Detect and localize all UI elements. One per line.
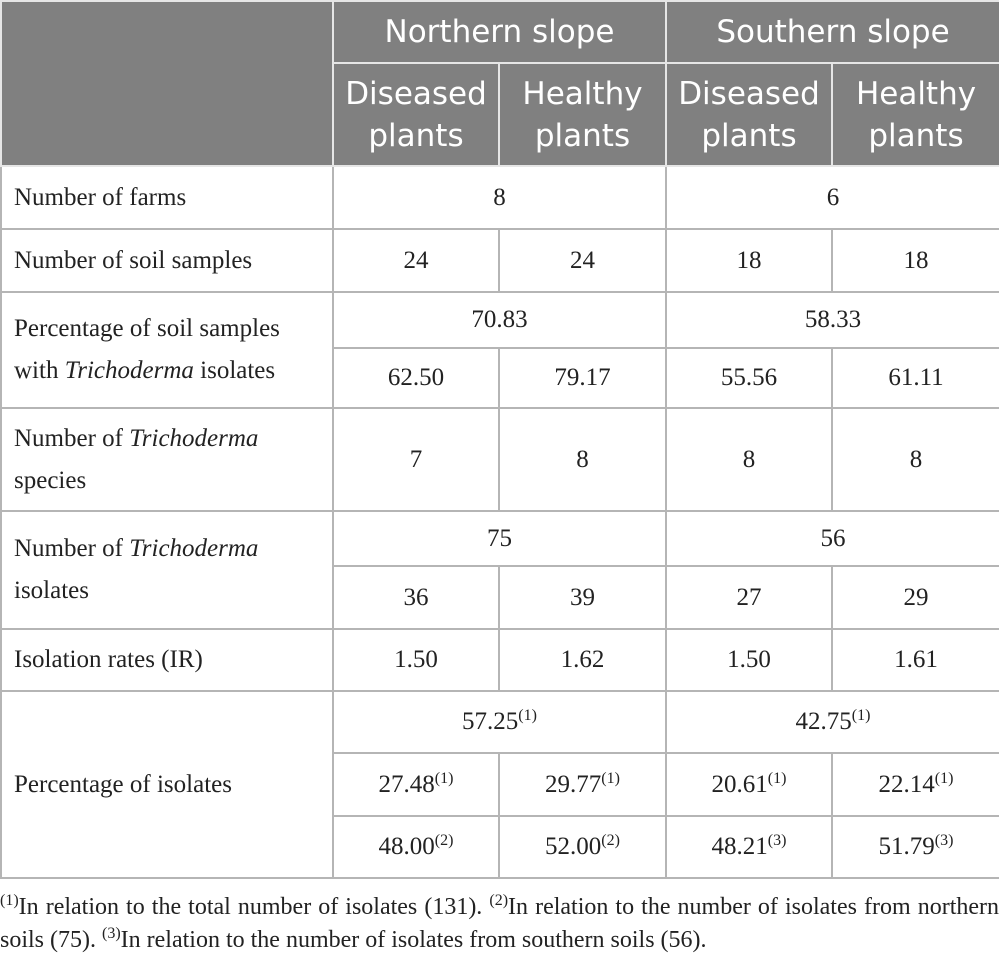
footnote-mark: (2)	[489, 892, 509, 909]
cell: 48.21(3)	[665, 815, 833, 879]
label-text: Percentage of soil samples with	[14, 315, 280, 384]
note-mark: (2)	[434, 832, 454, 849]
cell-value: 57.25	[462, 708, 519, 735]
cell-value: 27.48	[378, 770, 435, 798]
cell: 56	[664, 510, 999, 567]
cell: 79.17	[498, 347, 667, 409]
cell: 70.83	[332, 291, 667, 349]
cell: 1.50	[665, 628, 833, 692]
cell: 62.50	[332, 347, 500, 409]
note-mark: (1)	[518, 707, 537, 724]
cell: 1.62	[498, 628, 667, 692]
corner-cell	[0, 0, 334, 167]
data-table: Northern slope Southern slope Diseased p…	[0, 0, 999, 879]
footnotes: (1)In relation to the total number of is…	[0, 879, 999, 957]
label-text: Number of	[14, 424, 123, 452]
column-header: Diseased plants	[332, 62, 500, 167]
row-label: Percentage of isolates	[0, 690, 334, 879]
footnote-text: In relation to the total number of isola…	[18, 894, 483, 920]
cell: 58.33	[664, 291, 999, 349]
label-text: Number of	[14, 535, 123, 562]
cell: 22.14(1)	[830, 752, 999, 817]
footnote-mark: (3)	[102, 925, 121, 942]
cell: 1.50	[332, 628, 500, 692]
label-italic: Trichoderma	[64, 357, 194, 384]
cell: 52.00(2)	[498, 815, 667, 879]
note-mark: (1)	[851, 707, 871, 724]
cell: 42.75(1)	[664, 690, 999, 754]
row-label: Number of Trichoderma species	[0, 407, 334, 512]
cell: 61.11	[830, 347, 999, 409]
group-header: Southern slope	[664, 0, 999, 64]
cell: 57.25(1)	[332, 690, 667, 754]
cell-value: 51.79	[878, 833, 935, 860]
cell: 24	[498, 228, 667, 293]
cell: 39	[498, 565, 667, 630]
cell: 36	[332, 565, 500, 630]
cell: 1.61	[830, 628, 999, 692]
note-mark: (1)	[601, 769, 620, 787]
label-text: isolates	[200, 357, 276, 384]
note-mark: (1)	[434, 769, 454, 787]
cell: 29.77(1)	[498, 752, 667, 817]
cell: 8	[498, 407, 667, 512]
cell: 8	[665, 407, 833, 512]
cell: 6	[664, 165, 999, 230]
cell-value: 29.77	[545, 770, 602, 798]
cell: 18	[830, 228, 999, 293]
footnote-text: In relation to the number of isolates fr…	[0, 894, 999, 953]
cell-value: 48.21	[711, 833, 768, 860]
cell-value: 52.00	[545, 833, 602, 860]
cell-value: 42.75	[795, 708, 852, 735]
cell: 75	[332, 510, 667, 567]
cell: 8	[332, 165, 667, 230]
row-label: Number of soil samples	[0, 228, 334, 293]
cell: 27.48(1)	[332, 752, 500, 817]
cell: 55.56	[665, 347, 833, 409]
cell: 20.61(1)	[665, 752, 833, 817]
column-header: Healthy plants	[498, 62, 667, 167]
note-mark: (1)	[934, 769, 954, 787]
note-mark: (2)	[601, 832, 620, 849]
label-text: isolates	[14, 577, 89, 604]
cell-value: 48.00	[378, 833, 435, 860]
row-label: Percentage of soil samples with Trichode…	[0, 291, 334, 409]
row-label: Isolation rates (IR)	[0, 628, 334, 692]
cell: 27	[665, 565, 833, 630]
cell: 48.00(2)	[332, 815, 500, 879]
group-header: Northern slope	[332, 0, 667, 64]
note-mark: (3)	[767, 832, 787, 849]
row-label: Number of Trichoderma isolates	[0, 510, 334, 630]
footnote-mark: (1)	[0, 892, 19, 909]
label-text: species	[14, 466, 87, 494]
label-italic: Trichoderma	[129, 535, 259, 562]
column-header: Diseased plants	[665, 62, 833, 167]
cell: 18	[665, 228, 833, 293]
cell: 8	[830, 407, 999, 512]
cell-value: 20.61	[711, 770, 768, 798]
cell: 7	[332, 407, 500, 512]
row-label: Number of farms	[0, 165, 334, 230]
cell-value: 22.14	[878, 770, 935, 798]
footnote-text: In relation to the number of isolates fr…	[120, 927, 707, 953]
label-italic: Trichoderma	[129, 424, 259, 452]
cell: 29	[830, 565, 999, 630]
note-mark: (3)	[934, 832, 954, 849]
cell: 51.79(3)	[830, 815, 999, 879]
cell: 24	[332, 228, 500, 293]
column-header: Healthy plants	[830, 62, 999, 167]
note-mark: (1)	[767, 769, 787, 787]
